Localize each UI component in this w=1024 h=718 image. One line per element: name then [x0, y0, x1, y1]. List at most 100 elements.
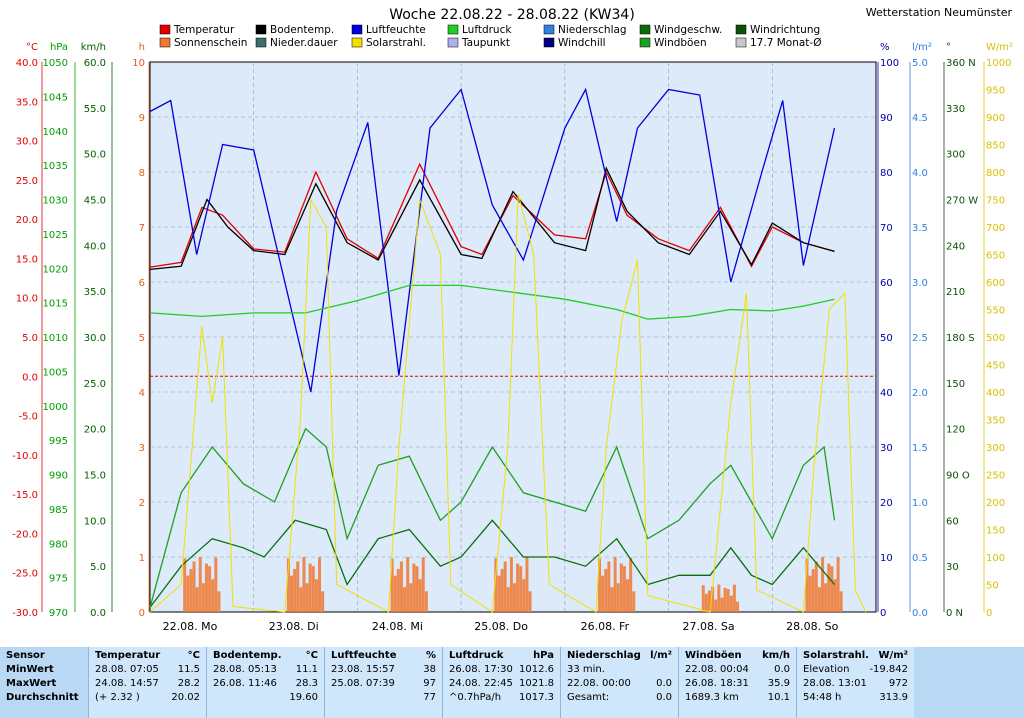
- series-line-luftfeuchte: [149, 87, 836, 393]
- sunshine-bar: [189, 569, 193, 612]
- axis-tick-right: 600: [986, 278, 1005, 289]
- legend-label: 17.7 Monat-Ø: [750, 37, 821, 49]
- stats-cell-value: 28.3: [295, 678, 318, 689]
- sunshine-bar: [409, 583, 413, 612]
- axis-tick-right: 120: [946, 425, 965, 436]
- sunshine-bar: [726, 589, 730, 612]
- axis-tick-left: 25.0: [16, 176, 38, 187]
- sunshine-bar: [192, 561, 196, 612]
- sunshine-bar: [406, 557, 410, 612]
- axis-tick-left: 0.0: [22, 372, 38, 383]
- sunshine-bar: [616, 583, 620, 612]
- sunshine-bar: [305, 583, 309, 612]
- sunshine-bar: [598, 558, 602, 612]
- stats-column: Luftdruck hPa 26.08. 17:30 1012.6 24.08. 22:…: [442, 647, 560, 718]
- legend-label: Taupunkt: [461, 37, 510, 49]
- series-lines: [149, 87, 876, 613]
- stats-cell-value: 19.60: [289, 692, 318, 703]
- sunshine-bar: [839, 591, 843, 612]
- stats-header: Bodentemp. °C: [213, 649, 318, 663]
- stats-header: Luftfeuchte%: [331, 649, 436, 663]
- sunshine-bar: [195, 587, 199, 612]
- sunshine-bar: [601, 575, 605, 612]
- stats-title: Luftdruck: [449, 650, 504, 661]
- stats-cell-label: 22.08. 00:00: [567, 678, 631, 689]
- axis-tick-right: 100: [880, 58, 899, 69]
- legend-label: Sonnenschein: [174, 37, 247, 49]
- x-axis-label: 26.08. Fr: [581, 620, 630, 633]
- axis-unit-left: °C: [26, 42, 38, 53]
- sunshine-bar: [302, 557, 306, 612]
- axis-tick-left: 10: [132, 58, 145, 69]
- row-label-max: MaxWert: [6, 678, 57, 689]
- axis-tick-left: -15.0: [12, 490, 38, 501]
- axis-tick-right: 240: [946, 241, 965, 252]
- axis-tick-right: 200: [986, 498, 1005, 509]
- stats-cell-label: 24.08. 14:57: [95, 678, 159, 689]
- stats-unit: km/h: [762, 650, 790, 661]
- stats-row: Elevation -19.842: [803, 663, 908, 677]
- axis-unit-right: l/m²: [912, 42, 932, 53]
- x-axis-label: 27.08. Sa: [682, 620, 734, 633]
- axis-tick-left: 1025: [43, 230, 68, 241]
- sunshine-bar: [833, 579, 837, 612]
- stats-cell-value: 1017.3: [519, 692, 554, 703]
- sunshine-bar: [500, 569, 504, 612]
- stats-row: 77: [331, 691, 436, 705]
- stats-cell-value: 38: [423, 664, 436, 675]
- stats-row: ^0.7hPa/h 1017.3: [449, 691, 554, 705]
- axis-tick-right: 330: [946, 104, 965, 115]
- sunshine-bar: [827, 563, 831, 612]
- axis-tick-right: 60: [946, 516, 959, 527]
- axis-tick-right: 800: [986, 168, 1005, 179]
- axis-tick-left: 990: [49, 471, 68, 482]
- sunshine-bar: [632, 591, 636, 612]
- sunshine-bar: [314, 579, 318, 612]
- axis-tick-right: 650: [986, 251, 1005, 262]
- axis-tick-right: 180 S: [946, 333, 975, 344]
- stats-column: Luftfeuchte% 23.08. 15:57 38 25.08. 07:39 97…: [324, 647, 442, 718]
- axis-tick-left: -20.0: [12, 529, 38, 540]
- sunshine-bar: [607, 561, 611, 612]
- stats-column: Windböen km/h 22.08. 00:04 0.0 26.08. 18:31 3…: [678, 647, 796, 718]
- sunshine-bar: [732, 584, 736, 612]
- stats-row: Gesamt: 0.0: [567, 691, 672, 705]
- axis-tick-left: 1015: [43, 299, 68, 310]
- sunshine-bar: [506, 587, 510, 612]
- stats-cell-label: 33 min.: [567, 664, 605, 675]
- legend-label: Windböen: [654, 37, 707, 49]
- axis-tick-right: 90: [880, 113, 893, 124]
- sunshine-bar: [522, 579, 526, 612]
- stats-header: Luftdruck hPa: [449, 649, 554, 663]
- axis-tick-right: 0.0: [912, 608, 928, 619]
- axis-tick-right: 500: [986, 333, 1005, 344]
- stats-title: Luftfeuchte: [331, 650, 397, 661]
- stats-header: Temperatur °C: [95, 649, 200, 663]
- axis-tick-left: 980: [49, 539, 68, 550]
- stats-row: 28.08. 05:13 11.1: [213, 663, 318, 677]
- x-axis-label: 25.08. Do: [474, 620, 528, 633]
- axis-tick-left: 50.0: [84, 150, 106, 161]
- axis-tick-left: 10.0: [84, 516, 106, 527]
- stats-unit: °C: [305, 650, 318, 661]
- x-axis-label: 23.08. Di: [269, 620, 319, 633]
- axis-tick-left: 20.0: [16, 215, 38, 226]
- stats-unit: l/m²: [650, 650, 672, 661]
- legend-label: Bodentemp.: [270, 24, 334, 36]
- stats-title: Temperatur: [95, 650, 161, 661]
- x-axis-label: 28.08. So: [786, 620, 838, 633]
- stats-cell-label: 24.08. 22:45: [449, 678, 513, 689]
- sunshine-bar: [396, 569, 400, 612]
- axis-tick-left: 6: [139, 278, 145, 289]
- station-name: Wetterstation Neumünster: [866, 6, 1013, 19]
- weather-chart: Woche 22.08.22 - 28.08.22 (KW34) Wetters…: [12, 6, 1014, 633]
- axis-tick-left: 1035: [43, 161, 68, 172]
- axis-tick-left: 8: [139, 168, 145, 179]
- axis-tick-left: 970: [49, 608, 68, 619]
- stats-cell-value: 0.0: [774, 664, 790, 675]
- axes: °C40.035.030.025.020.015.010.05.00.0-5.0…: [12, 42, 1013, 619]
- axis-unit-left: hPa: [50, 42, 68, 53]
- axis-tick-right: 1000: [986, 58, 1011, 69]
- series-line-windben: [149, 427, 836, 608]
- axis-tick-left: 4: [139, 388, 145, 399]
